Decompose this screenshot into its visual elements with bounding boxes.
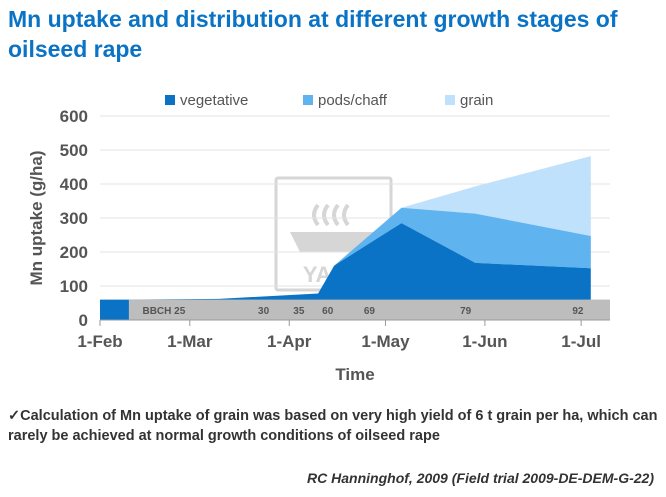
- bbch-label: BBCH 25: [142, 306, 185, 317]
- legend-swatch: [165, 95, 175, 105]
- bbch-stage-label: 69: [364, 306, 376, 317]
- watermark-sail: [342, 203, 350, 227]
- x-tick-label: 1-Feb: [77, 332, 122, 351]
- chart-svg: YARA BBCH 25 30 35 60 69 79 92 0 100 200 300 400 50…: [27, 92, 610, 384]
- watermark-ship: [290, 232, 376, 252]
- watermark-sail: [312, 203, 320, 227]
- bbch-stage-label: 30: [258, 306, 270, 317]
- x-tick-label: 1-Jul: [561, 332, 601, 351]
- yara-logo-watermark: YARA: [274, 176, 393, 292]
- axes: 0 100 200 300 400 500 600 1-Feb 1-Mar 1-Apr 1-May 1…: [27, 107, 610, 384]
- y-tick-label: 400: [60, 175, 88, 194]
- y-tick-label: 200: [60, 243, 88, 262]
- x-tick-label: 1-Jun: [462, 332, 507, 351]
- area-series: [100, 156, 591, 320]
- pods-chaff-area: [334, 207, 591, 269]
- x-axis-label: Time: [335, 365, 374, 384]
- bbch-stage-label: 92: [572, 306, 584, 317]
- bbch-band: BBCH 25 30 35 60 69 79 92: [128, 299, 610, 320]
- legend-label: vegetative: [180, 92, 248, 109]
- vegetative-area: [100, 223, 591, 320]
- x-tick-label: 1-Apr: [267, 332, 312, 351]
- bbch-stage-label: 35: [293, 306, 305, 317]
- watermark-sail: [332, 203, 340, 227]
- legend-label: pods/chaff: [318, 92, 388, 109]
- watermark-sail: [322, 203, 330, 227]
- y-tick-label: 500: [60, 141, 88, 160]
- legend-swatch: [445, 95, 455, 105]
- chart-title: Mn uptake and distribution at different …: [8, 6, 618, 62]
- bbch-stage-label: 79: [460, 306, 472, 317]
- grain-area: [401, 156, 591, 236]
- x-tick-label: 1-May: [361, 332, 410, 351]
- legend-label: grain: [460, 92, 493, 109]
- y-axis-label: Mn uptake (g/ha): [27, 150, 46, 285]
- y-tick-label: 100: [60, 277, 88, 296]
- y-tick-label: 300: [60, 209, 88, 228]
- bbch-band-bar: [128, 299, 610, 320]
- bbch-stage-label: 60: [322, 306, 334, 317]
- y-tick-label: 0: [79, 311, 88, 330]
- legend: vegetative pods/chaff grain: [165, 92, 493, 109]
- legend-swatch: [303, 95, 313, 105]
- source-citation: RC Hanninghof, 2009 (Field trial 2009-DE…: [307, 470, 654, 486]
- calculation-note: ✓Calculation of Mn uptake of grain was b…: [8, 408, 658, 444]
- y-tick-label: 600: [60, 107, 88, 126]
- x-tick-label: 1-Mar: [167, 332, 213, 351]
